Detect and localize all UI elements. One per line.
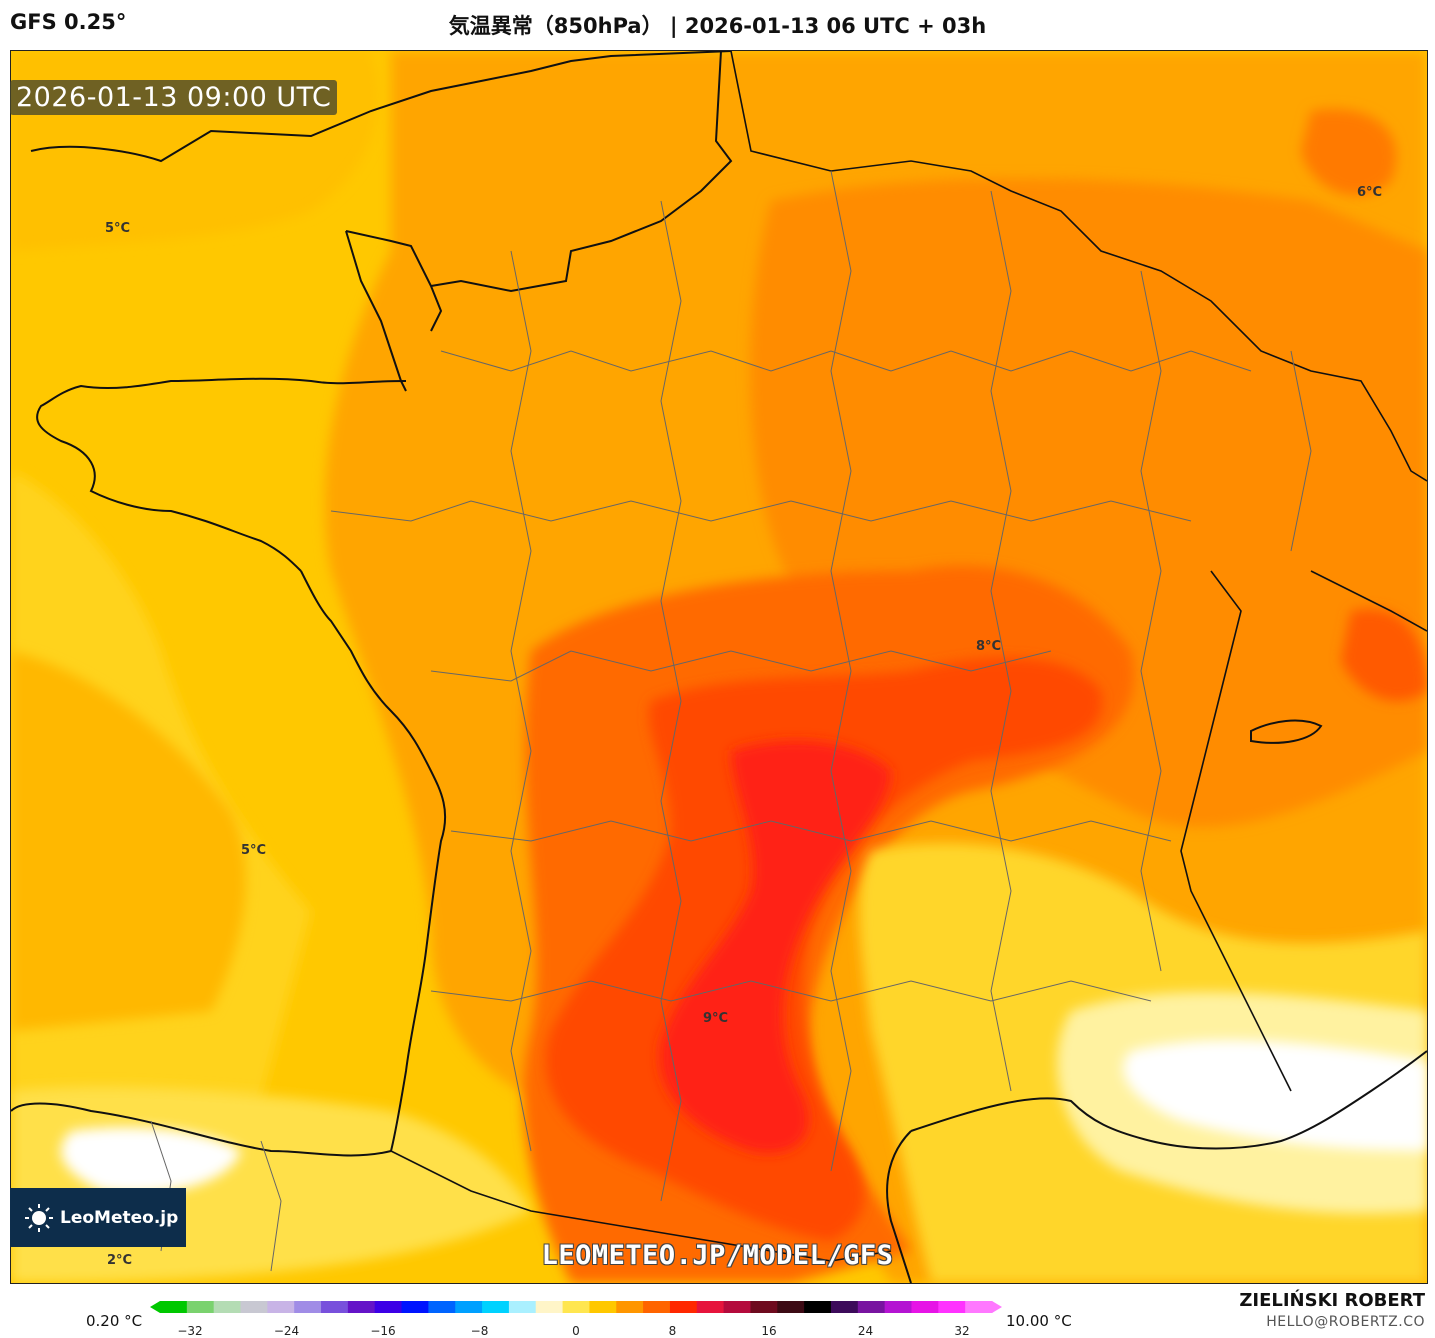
legend-color-swatch: [830, 1301, 859, 1313]
legend-color-swatch: [616, 1301, 644, 1313]
contour-label: 5°C: [241, 843, 267, 858]
legend-color-swatch: [804, 1301, 832, 1313]
legend-color-swatch: [428, 1301, 456, 1313]
legend-color-swatch: [965, 1301, 993, 1313]
temperature-anomaly-map: 5°C 6°C 5°C 8°C 9°C 2°C: [10, 50, 1428, 1284]
leometeo-logo[interactable]: LeoMeteo.jp: [10, 1188, 186, 1247]
legend-color-swatch: [589, 1301, 617, 1313]
legend-color-swatch: [321, 1301, 349, 1313]
author-name: ZIELIŃSKI ROBERT: [1239, 1290, 1425, 1311]
legend-color-swatch: [374, 1301, 403, 1313]
legend-color-swatch: [240, 1301, 268, 1313]
watermark-url: LEOMETEO.JP/MODEL/GFS: [541, 1240, 894, 1271]
legend-color-swatch: [508, 1301, 537, 1313]
contour-label: 9°C: [703, 1011, 729, 1026]
chart-title: 気温異常（850hPa） | 2026-01-13 06 UTC + 03h: [448, 14, 987, 38]
legend-tick-label: −16: [370, 1324, 396, 1338]
legend-tick-label: 32: [954, 1324, 970, 1338]
model-name: GFS 0.25°: [10, 10, 127, 34]
legend-color-swatch: [213, 1301, 242, 1313]
contour-label: 6°C: [1357, 185, 1383, 200]
legend-color-swatch: [482, 1301, 510, 1313]
legend-color-swatch: [911, 1301, 939, 1313]
logo-text: LeoMeteo.jp: [60, 1207, 179, 1228]
legend-color-swatch: [723, 1301, 751, 1313]
legend-max-arrow: [992, 1301, 1002, 1313]
legend-color-swatch: [347, 1301, 376, 1313]
legend-min-label: 0.20 °C: [86, 1312, 143, 1330]
legend-tick-label: 24: [857, 1324, 874, 1338]
contour-label: 2°C: [107, 1253, 133, 1268]
legend-color-swatch: [562, 1301, 590, 1313]
author-email: HELLO@ROBERTZ.CO: [1266, 1314, 1425, 1330]
legend-color-swatch: [267, 1301, 295, 1313]
contour-label: 5°C: [105, 221, 131, 236]
legend-color-swatch: [777, 1301, 805, 1313]
contour-label: 8°C: [976, 639, 1002, 654]
legend-color-swatch: [160, 1301, 188, 1313]
legend-max-label: 10.00 °C: [1006, 1312, 1072, 1330]
legend-min-arrow: [150, 1301, 160, 1313]
legend-color-swatch: [750, 1301, 778, 1313]
legend-color-swatch: [938, 1301, 966, 1313]
legend-color-swatch: [294, 1301, 322, 1313]
legend-tick-label: −24: [273, 1324, 300, 1338]
legend-tick-label: −32: [177, 1324, 203, 1338]
legend-color-swatch: [696, 1301, 725, 1313]
legend-color-swatch: [455, 1301, 483, 1313]
legend-color-swatch: [535, 1301, 564, 1313]
legend-color-swatch: [401, 1301, 429, 1313]
legend-color-swatch: [857, 1301, 886, 1313]
legend-color-swatch: [669, 1301, 698, 1313]
legend-tick-label: 8: [668, 1324, 677, 1338]
color-scale-bar: [150, 1301, 1002, 1313]
sun-icon: [25, 1203, 53, 1232]
legend-tick-label: 0: [572, 1324, 580, 1338]
legend-color-swatch: [186, 1301, 215, 1313]
legend-color-swatch: [884, 1301, 912, 1313]
valid-time-badge: 2026-01-13 09:00 UTC: [10, 80, 338, 115]
legend-color-swatch: [643, 1301, 671, 1313]
map-shading: [11, 51, 1427, 1283]
legend-tick-label: −8: [470, 1324, 489, 1338]
legend-tick-label: 16: [761, 1324, 777, 1338]
